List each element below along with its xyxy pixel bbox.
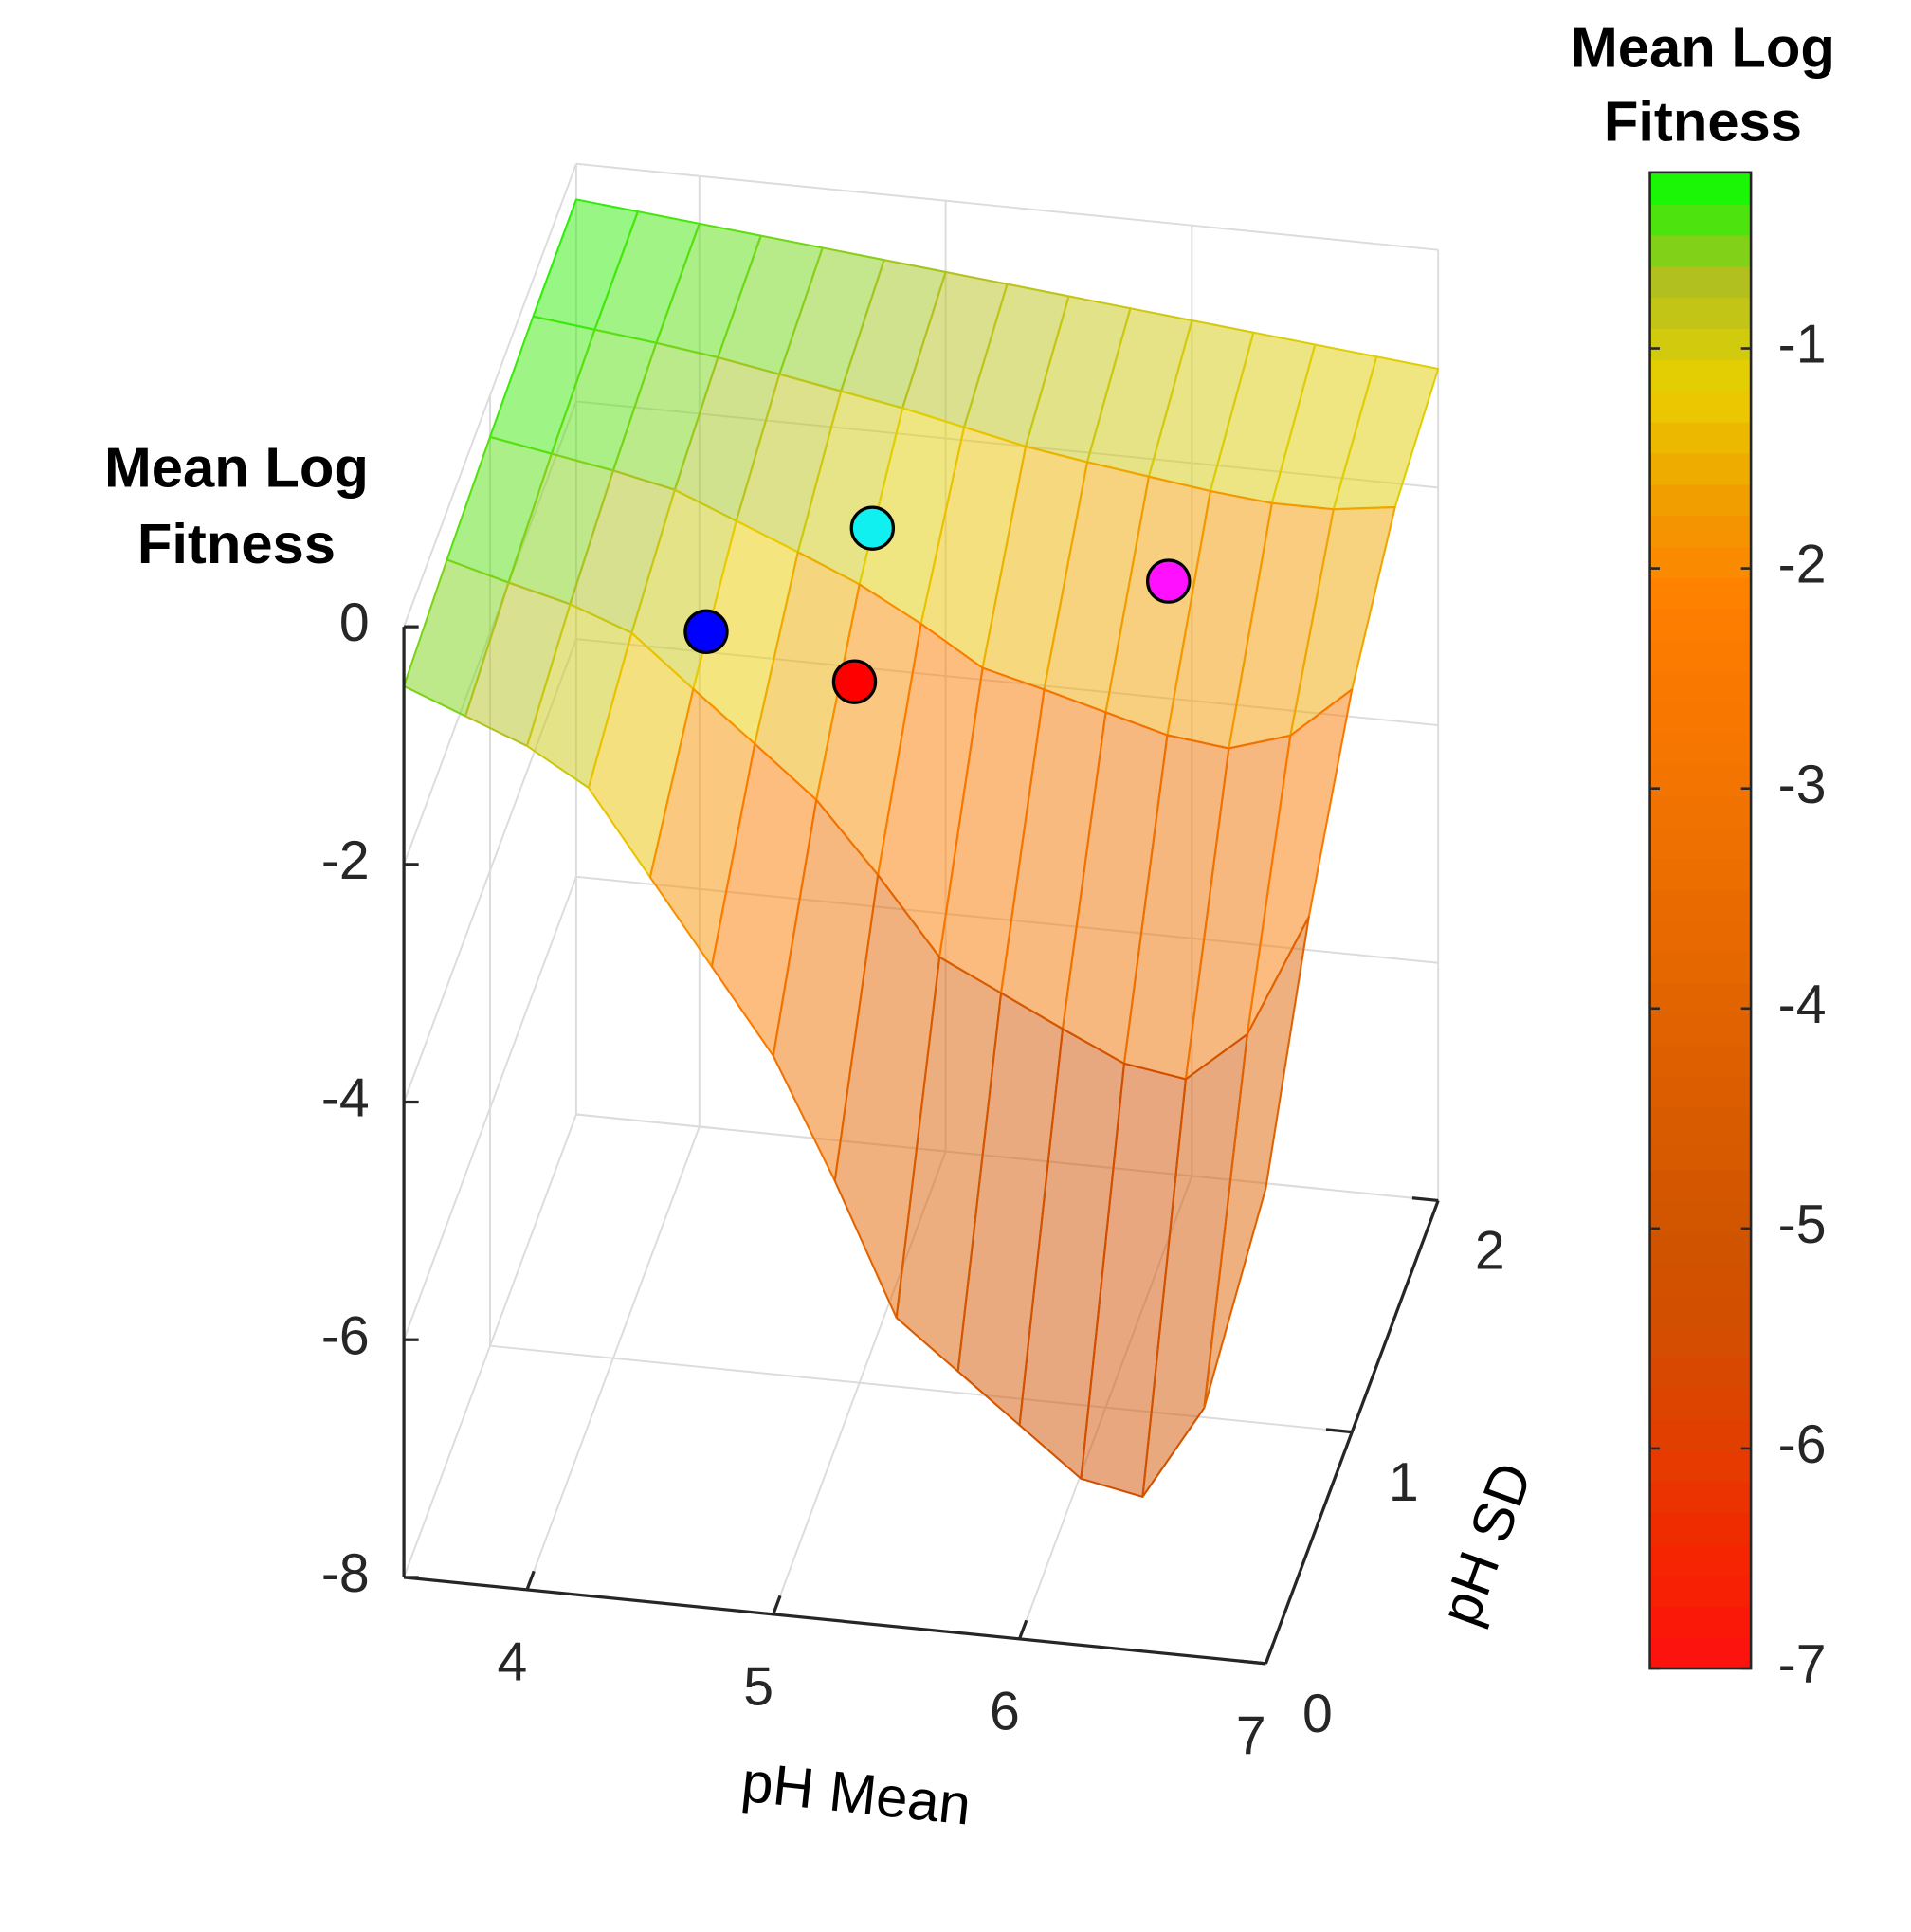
z-tick-label: -6 — [321, 1305, 370, 1366]
colorbar-band — [1649, 1076, 1752, 1108]
colorbar-band — [1649, 1449, 1752, 1483]
colorbar-band — [1649, 1481, 1752, 1514]
colorbar-band — [1649, 1231, 1752, 1265]
colorbar-band — [1649, 1013, 1752, 1047]
grid-line — [575, 162, 1439, 251]
colorbar-band — [1649, 1543, 1752, 1577]
surface-face — [1203, 916, 1310, 1410]
tick-mark — [1264, 1644, 1275, 1665]
colorbar-tick-label: -6 — [1778, 1414, 1827, 1475]
colorbar-band — [1649, 359, 1752, 392]
colorbar-band — [1649, 1294, 1752, 1327]
colorbar-band — [1649, 920, 1752, 953]
colorbar-band — [1649, 858, 1752, 890]
tick-mark — [1411, 1196, 1439, 1203]
colorbar-band — [1649, 265, 1752, 299]
colorbar-tick-label: -4 — [1778, 975, 1827, 1035]
colorbar-band — [1649, 577, 1752, 610]
marker — [831, 659, 878, 704]
colorbar-tick-label: -2 — [1778, 535, 1827, 595]
z-tick-label: -8 — [321, 1543, 370, 1604]
axes: -8-6-4-204 5 6 7 012 — [321, 592, 1505, 1766]
z-tick-label: -4 — [321, 1068, 370, 1129]
markers — [683, 505, 1192, 704]
colorbar-band — [1649, 733, 1752, 766]
colorbar-band — [1649, 889, 1752, 921]
marker — [849, 505, 896, 551]
colorbar-band — [1649, 234, 1752, 267]
colorbar-band — [1649, 1388, 1752, 1420]
colorbar-band — [1649, 764, 1752, 797]
colorbar-band — [1649, 1606, 1752, 1638]
x-tick-label: 4 — [497, 1632, 527, 1693]
tick-mark — [1325, 1428, 1353, 1434]
colorbar-band — [1649, 483, 1752, 517]
colorbar-title: Fitness — [1604, 89, 1802, 153]
colorbar-band — [1649, 1419, 1752, 1451]
z-axis-title: Fitness — [137, 512, 336, 575]
colorbar-band — [1649, 421, 1752, 454]
colorbar-band — [1649, 1045, 1752, 1078]
colorbar-band — [1649, 546, 1752, 579]
colorbar-band — [1649, 609, 1752, 641]
colorbar-band — [1649, 951, 1752, 984]
colorbar-band — [1649, 702, 1752, 735]
colorbar-band — [1649, 203, 1752, 236]
tick-mark — [525, 1570, 536, 1591]
colorbar-band — [1649, 1139, 1752, 1171]
colorbar-band — [1649, 1107, 1752, 1139]
y-axis-title: pH SD — [1428, 1454, 1544, 1632]
x-tick-label: 7 — [1236, 1705, 1266, 1766]
z-tick-label: 0 — [339, 592, 370, 653]
colorbar-band — [1649, 452, 1752, 485]
colorbar-band — [1649, 1357, 1752, 1389]
colorbar-band — [1649, 297, 1752, 330]
z-tick-label: -2 — [321, 830, 370, 891]
tick-mark — [1018, 1619, 1028, 1640]
colorbar-band — [1649, 1637, 1752, 1669]
x-tick-label: 5 — [743, 1657, 774, 1718]
colorbar-band — [1649, 670, 1752, 703]
colorbar-frame — [1648, 171, 1753, 1670]
colorbar-band — [1649, 1575, 1752, 1608]
colorbar-tick-label: -1 — [1778, 315, 1827, 375]
colorbar-band — [1649, 172, 1752, 205]
colorbar-band — [1649, 328, 1752, 360]
colorbar-band — [1649, 1263, 1752, 1296]
colorbar-tick-label: -5 — [1778, 1194, 1827, 1255]
marker — [1146, 558, 1192, 604]
y-tick-label: 0 — [1302, 1684, 1333, 1744]
colorbar-band — [1649, 1169, 1752, 1202]
colorbar-band — [1649, 1512, 1752, 1545]
colorbar-band — [1649, 795, 1752, 829]
grid-line — [403, 163, 577, 628]
x-axis — [403, 1576, 1266, 1666]
colorbar: -7 -6 -5 -4 -3 -2 -1 — [1648, 171, 1827, 1695]
y-tick-label: 2 — [1475, 1221, 1505, 1282]
colorbar-band — [1649, 1200, 1752, 1233]
surface — [403, 198, 1440, 1498]
grid-line — [403, 876, 577, 1340]
colorbar-tick-label: -3 — [1778, 755, 1827, 815]
colorbar-band — [1649, 982, 1752, 1015]
colorbar-band — [1649, 1325, 1752, 1358]
grid-line — [489, 1344, 1353, 1433]
colorbar-band — [1649, 827, 1752, 859]
colorbar-band — [1649, 515, 1752, 548]
marker — [683, 609, 729, 654]
tick-mark — [1239, 1659, 1266, 1666]
colorbar-band — [1649, 391, 1752, 423]
colorbar-title: Mean Log — [1571, 15, 1835, 79]
z-axis-title: Mean Log — [104, 435, 369, 499]
colorbar-tick-label: -7 — [1778, 1634, 1827, 1695]
x-tick-label: 6 — [990, 1681, 1020, 1741]
grid-line — [403, 1114, 577, 1578]
colorbar-band — [1649, 640, 1752, 672]
x-axis-title: pH Mean — [738, 1750, 974, 1837]
tick-mark — [772, 1595, 782, 1615]
y-tick-label: 1 — [1389, 1452, 1419, 1513]
